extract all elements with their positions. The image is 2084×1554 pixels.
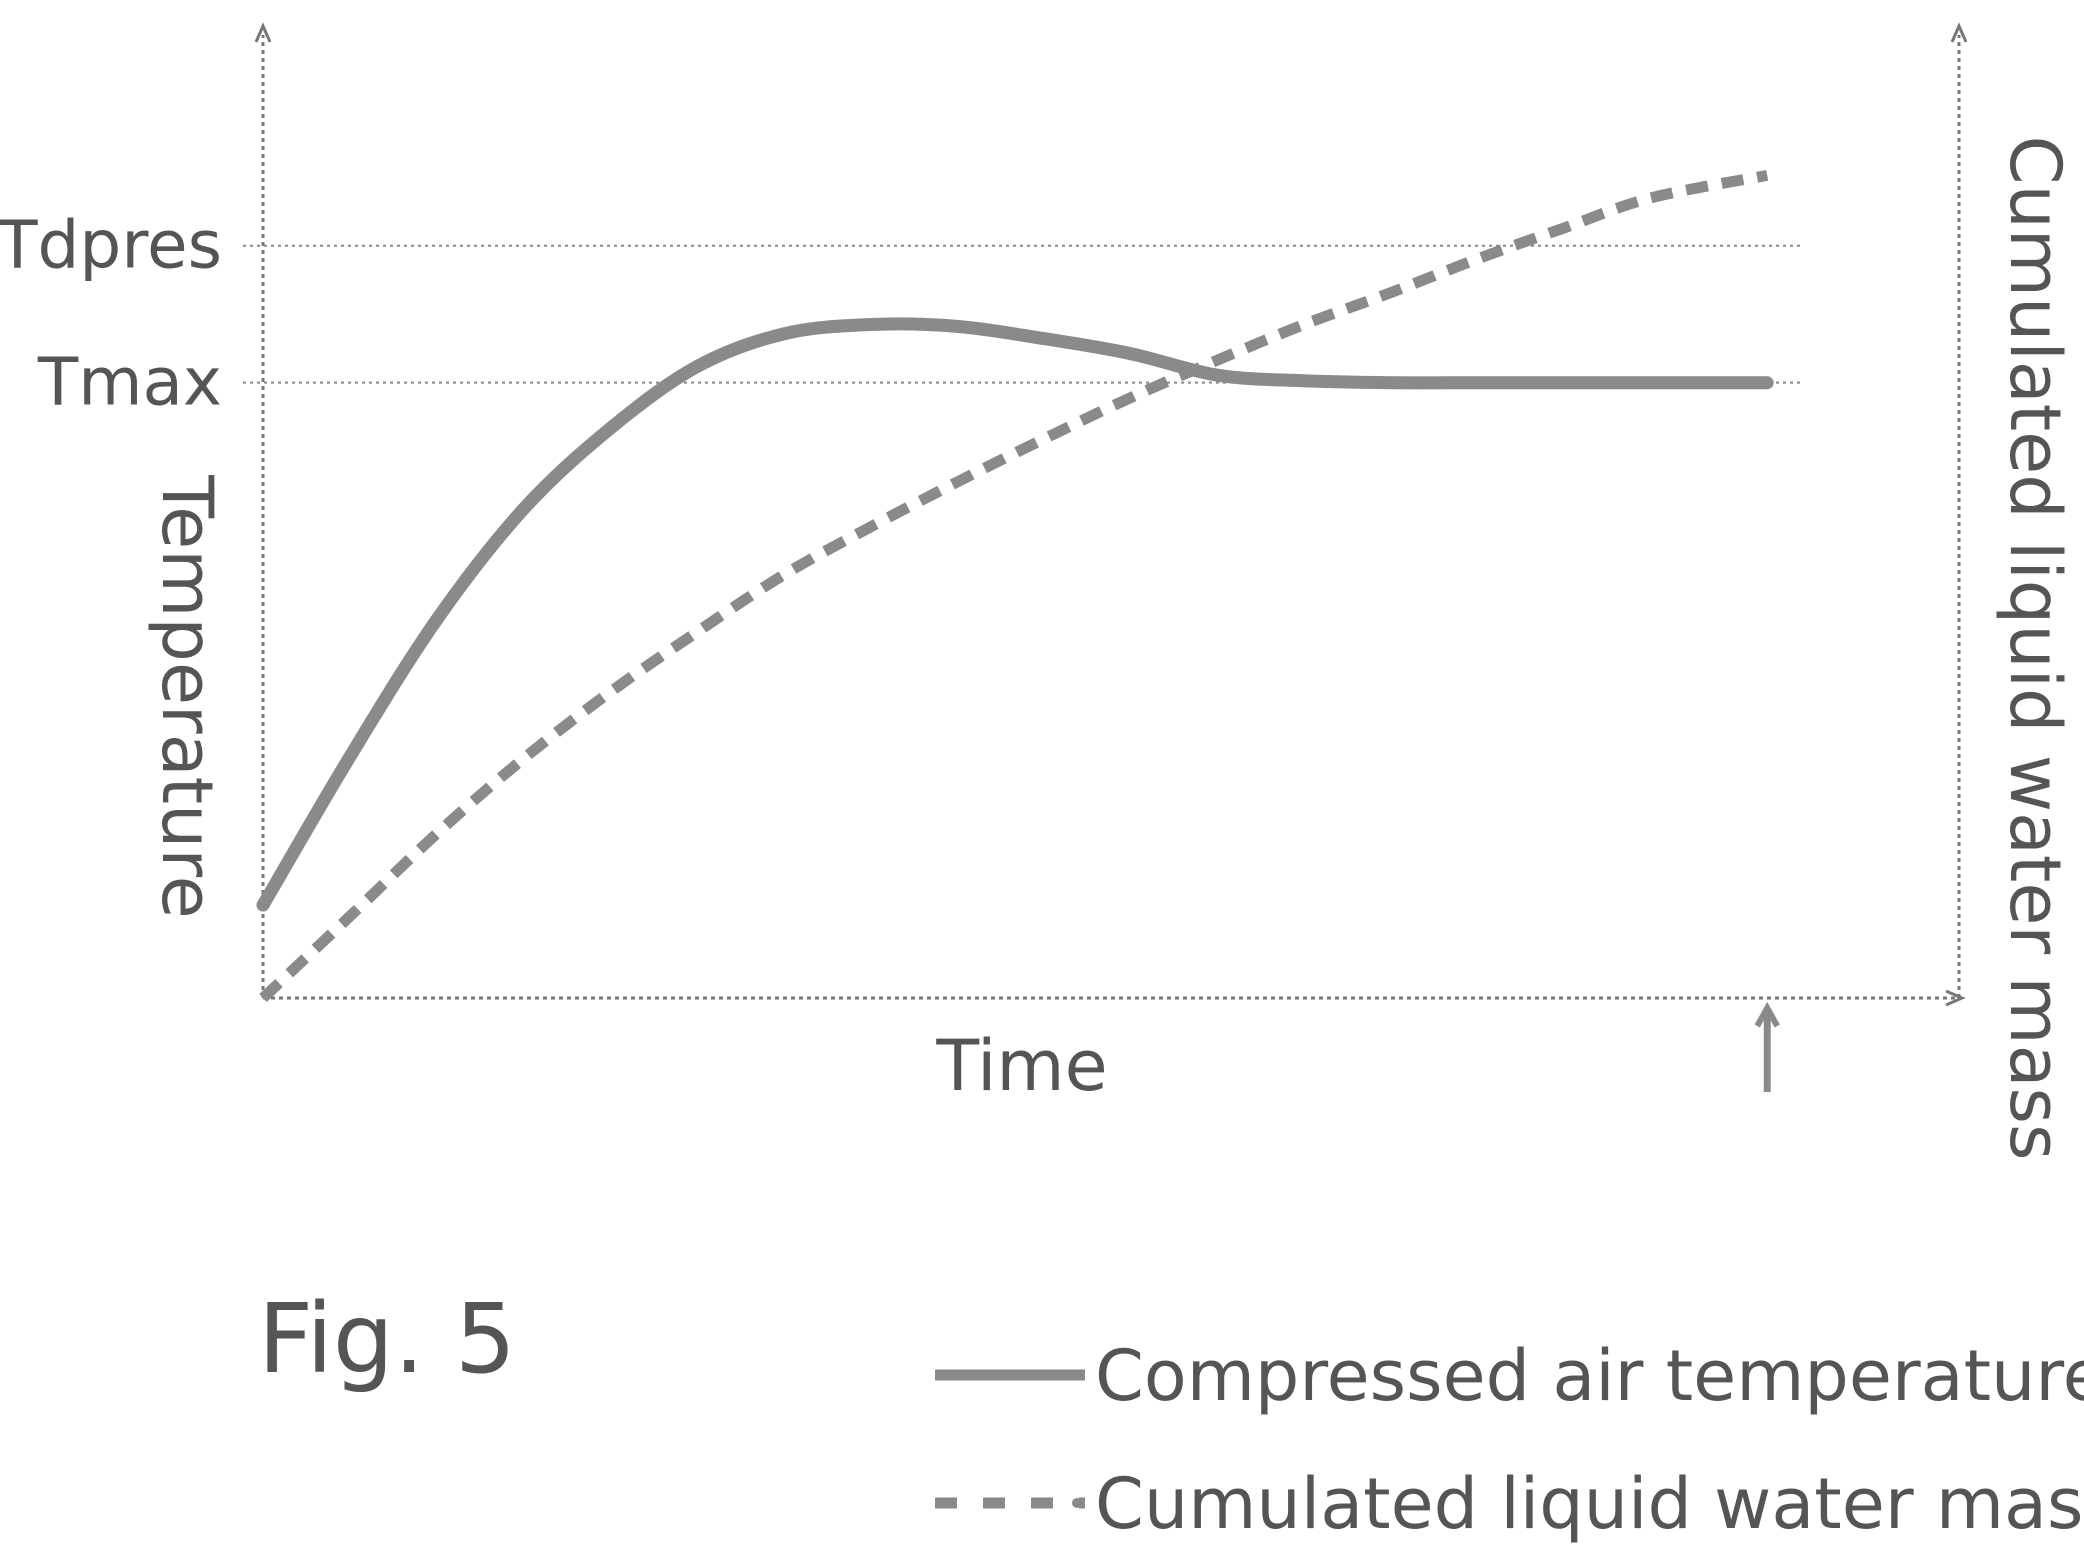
x-axis-arrowhead xyxy=(1945,989,1966,1007)
legend-label-compressed-air-temperature: Compressed air temperature xyxy=(1095,1335,2084,1417)
y-axis-right-arrowhead xyxy=(1950,22,1968,43)
legend-label-cumulated-liquid-water-mass: Cumulated liquid water mass xyxy=(1095,1463,2084,1545)
y-axis-left-arrowhead xyxy=(254,22,272,43)
figure-label: Fig. 5 xyxy=(258,1283,516,1395)
time-marker-arrow xyxy=(1754,1001,1780,1092)
series-line-compressed-air-temperature xyxy=(256,317,1774,912)
series-line-cumulated-liquid-water-mass xyxy=(259,169,1769,1003)
x-axis-label: Time xyxy=(935,1025,1107,1107)
reference-label-tmax: Tmax xyxy=(37,344,222,421)
legend-swatch-dot xyxy=(1072,1498,1082,1508)
y-axis-label: Temperature xyxy=(146,474,228,918)
reference-label-tdpres: Tdpres xyxy=(0,207,222,284)
y2-axis-label: Cumulated liquid water mass xyxy=(1994,136,2076,1161)
